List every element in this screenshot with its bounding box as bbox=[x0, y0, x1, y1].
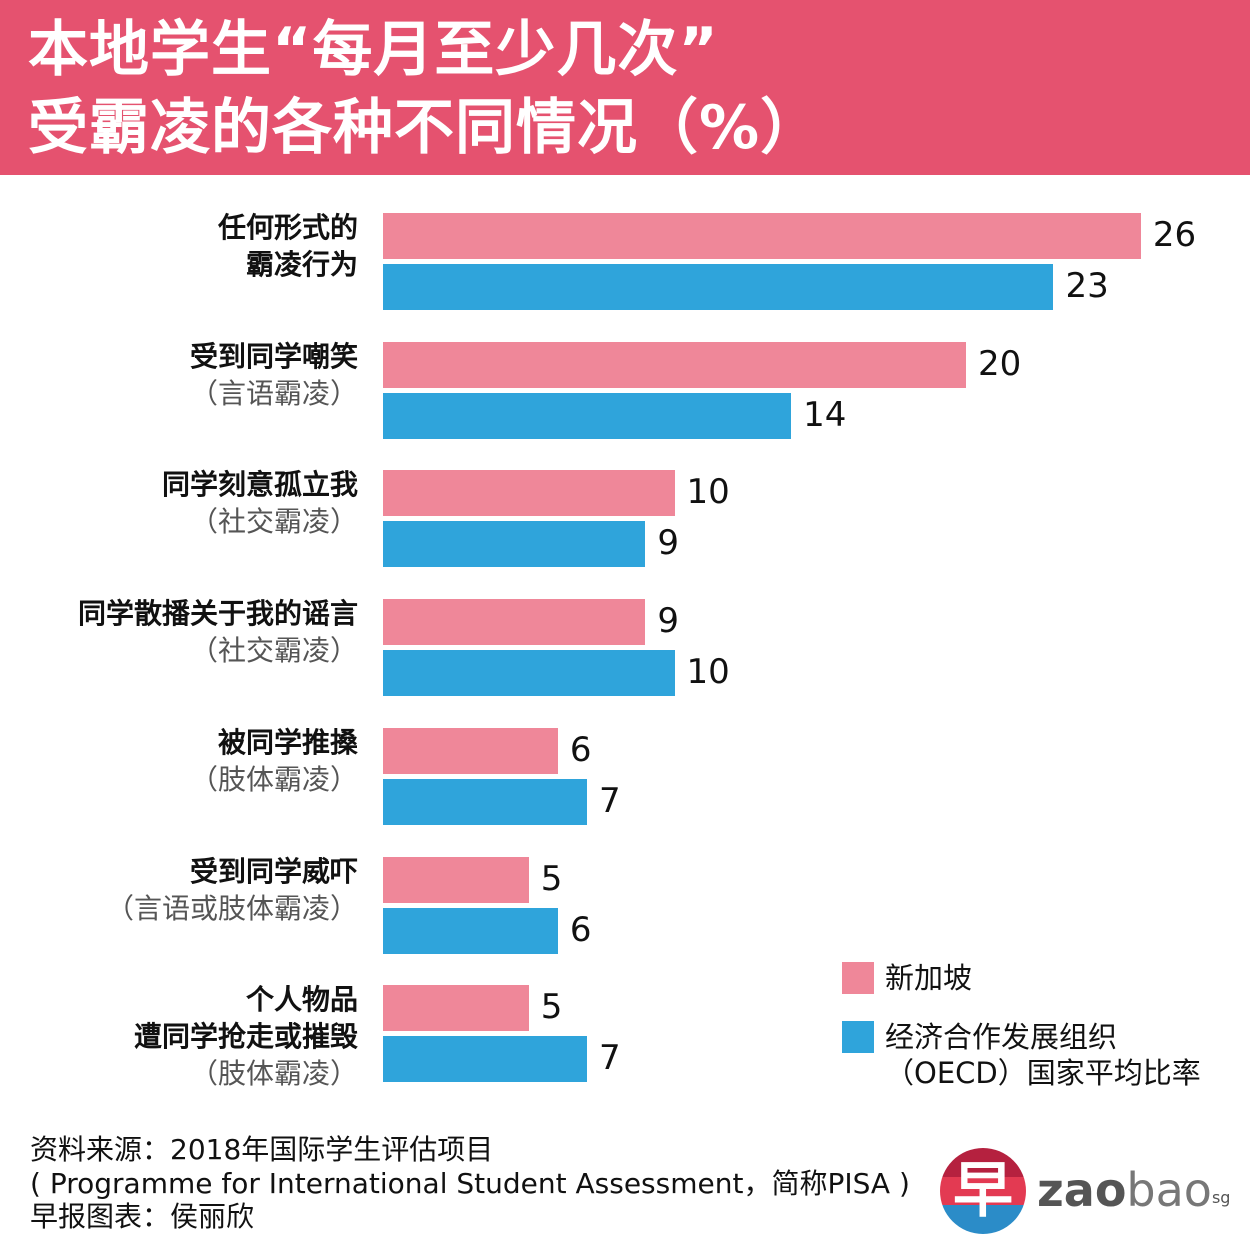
category-sublabel: （社交霸凌） bbox=[189, 634, 358, 668]
value-label-singapore: 5 bbox=[540, 987, 563, 1028]
category-label: 被同学推搡 （肢体霸凌） bbox=[190, 724, 358, 798]
category-sublabel: （肢体霸凌） bbox=[189, 762, 358, 796]
category-label: 同学散播关于我的谣言 （社交霸凌） bbox=[78, 595, 358, 669]
bar-oecd bbox=[383, 907, 558, 954]
bar-singapore bbox=[383, 213, 1141, 259]
category-label-line: 同学刻意孤立我 bbox=[161, 468, 358, 502]
legend-label-oecd-line1: 经济合作发展组织 bbox=[885, 1020, 1118, 1054]
source-full-name: ( Programme for International Student As… bbox=[30, 1167, 910, 1200]
title-line-2: 受霸凌的各种不同情况（%） bbox=[28, 93, 822, 163]
bar-oecd bbox=[383, 392, 792, 439]
bar-oecd bbox=[383, 778, 588, 825]
bar-oecd bbox=[383, 1036, 588, 1083]
wordmark-bao: bao bbox=[1126, 1163, 1212, 1217]
category-label-line: 同学散播关于我的谣言 bbox=[77, 597, 358, 631]
category-label-line: 个人物品 bbox=[245, 983, 358, 1017]
category-label-line: 受到同学嘲笑 bbox=[189, 339, 358, 373]
category-sublabel: （言语或肢体霸凌） bbox=[105, 891, 358, 925]
wordmark-zao: zao bbox=[1037, 1163, 1127, 1217]
bar-singapore bbox=[383, 599, 646, 646]
value-label-singapore: 20 bbox=[978, 343, 1022, 384]
legend-label-oecd-line2: （OECD）国家平均比率 bbox=[885, 1056, 1201, 1090]
bar-oecd bbox=[383, 264, 1054, 310]
logo-glyph: 早 bbox=[953, 1156, 1013, 1226]
value-label-oecd: 23 bbox=[1065, 266, 1109, 306]
value-label-oecd: 9 bbox=[657, 523, 679, 564]
value-label-singapore: 9 bbox=[657, 601, 679, 642]
value-label-singapore: 5 bbox=[540, 858, 563, 899]
title-banner: 本地学生“每月至少几次” 受霸凌的各种不同情况（%） bbox=[0, 0, 1250, 175]
legend-swatch-singapore bbox=[842, 962, 874, 994]
legend-swatch-oecd bbox=[842, 1021, 874, 1053]
value-label-singapore: 26 bbox=[1152, 215, 1197, 255]
bar-oecd bbox=[383, 650, 675, 697]
value-label-singapore: 6 bbox=[569, 729, 592, 770]
category-label-line: 任何形式的 bbox=[217, 211, 358, 244]
bar-singapore bbox=[383, 985, 529, 1032]
category-label: 任何形式的霸凌行为 bbox=[218, 209, 358, 283]
category-label: 个人物品 遭同学抢走或摧毁 （肢体霸凌） bbox=[134, 981, 358, 1092]
category-label: 受到同学威吓 （言语或肢体霸凌） bbox=[106, 853, 358, 927]
bar-singapore bbox=[383, 856, 529, 903]
value-label-oecd: 10 bbox=[686, 652, 730, 693]
source-note: 资料来源：2018年国际学生评估项目 bbox=[30, 1133, 494, 1166]
bar-singapore bbox=[383, 470, 675, 517]
value-label-singapore: 10 bbox=[686, 472, 730, 513]
legend-label-singapore: 新加坡 bbox=[885, 961, 973, 995]
bar-singapore bbox=[383, 727, 558, 774]
value-label-oecd: 6 bbox=[569, 909, 592, 950]
category-sublabel: （肢体霸凌） bbox=[189, 1057, 358, 1091]
category-label-line: 被同学推搡 bbox=[217, 725, 358, 759]
value-label-oecd: 14 bbox=[803, 394, 847, 435]
category-label: 受到同学嘲笑 （言语霸凌） bbox=[190, 338, 358, 412]
bar-singapore bbox=[383, 341, 966, 388]
zaobao-wordmark: zaobaosg bbox=[1037, 1160, 1230, 1220]
value-label-oecd: 7 bbox=[599, 780, 621, 821]
value-label-oecd: 7 bbox=[599, 1038, 621, 1079]
category-label-line: 遭同学抢走或摧毁 bbox=[133, 1020, 358, 1054]
bar-oecd bbox=[383, 521, 646, 568]
category-label-line: 霸凌行为 bbox=[245, 248, 358, 281]
category-label: 同学刻意孤立我 （社交霸凌） bbox=[162, 466, 358, 540]
wordmark-sg: sg bbox=[1211, 1188, 1231, 1207]
title-line-1: 本地学生“每月至少几次” bbox=[28, 15, 719, 85]
category-label-line: 受到同学威吓 bbox=[189, 854, 358, 888]
chart-credit: 早报图表：侯丽欣 bbox=[30, 1200, 255, 1233]
zaobao-logo-icon: 早 bbox=[940, 1148, 1026, 1234]
category-sublabel: （言语霸凌） bbox=[189, 376, 358, 410]
category-sublabel: （社交霸凌） bbox=[189, 505, 358, 539]
